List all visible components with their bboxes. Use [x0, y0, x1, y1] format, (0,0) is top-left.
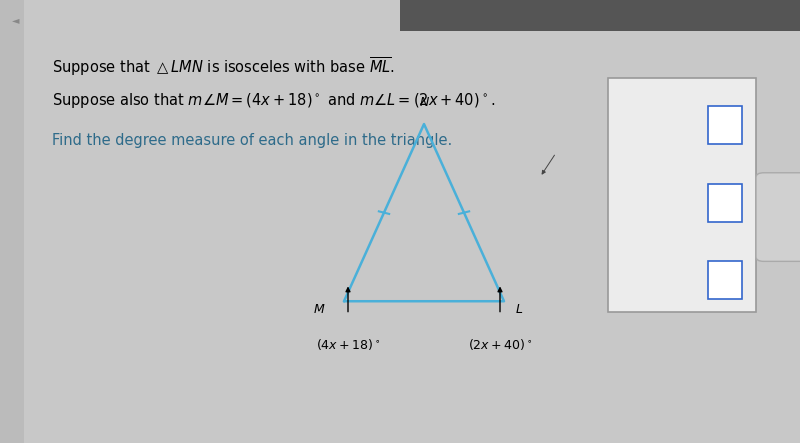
Text: Suppose also that $m\angle M=(4x+18)^\circ$ and $m\angle L=(2x+40)^\circ$.: Suppose also that $m\angle M=(4x+18)^\ci…	[52, 91, 495, 110]
Text: $m\angle L$  =: $m\angle L$ =	[622, 113, 674, 127]
Text: L: L	[516, 303, 523, 316]
FancyBboxPatch shape	[756, 173, 800, 261]
Text: °: °	[746, 268, 751, 281]
Bar	[0, 0, 24, 443]
Text: ◄: ◄	[12, 16, 19, 26]
Text: $m\angle N$  =: $m\angle N$ =	[622, 268, 677, 282]
Text: $(2x+40)^\circ$: $(2x+40)^\circ$	[468, 337, 532, 352]
Text: $m\angle M$  =: $m\angle M$ =	[622, 190, 678, 204]
Text: Find the degree measure of each angle in the triangle.: Find the degree measure of each angle in…	[52, 133, 452, 148]
Bar	[708, 261, 742, 299]
Text: $(4x+18)^\circ$: $(4x+18)^\circ$	[316, 337, 380, 352]
Bar	[708, 184, 742, 222]
Text: >: >	[776, 210, 788, 225]
Text: Suppose that $\triangle LMN$ is isosceles with base $\overline{ML}$.: Suppose that $\triangle LMN$ is isoscele…	[52, 55, 395, 78]
Text: °: °	[746, 190, 751, 204]
Text: M: M	[314, 303, 324, 316]
Text: N: N	[419, 96, 429, 109]
Bar	[708, 106, 742, 144]
FancyBboxPatch shape	[608, 78, 756, 312]
Text: °: °	[746, 113, 751, 126]
Bar	[400, 0, 800, 31]
